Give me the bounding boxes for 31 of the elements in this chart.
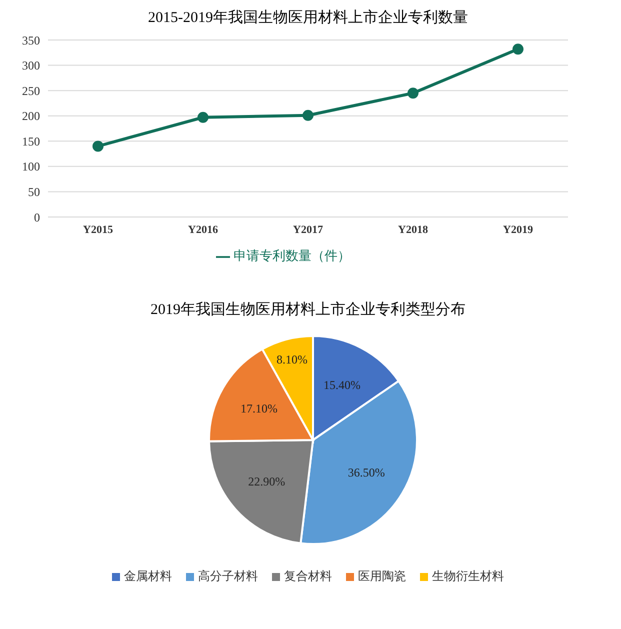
point [198,112,208,123]
x-tick-label: Y2019 [503,224,534,236]
y-tick-label: 300 [22,58,40,73]
legend-label: 复合材料 [283,568,332,585]
x-tick-label: Y2015 [83,224,114,236]
point [302,110,314,121]
x-tick-label: Y2016 [188,224,218,236]
x-tick-label: Y2017 [293,224,324,236]
x-tick-label: Y2018 [398,224,428,236]
point [92,140,104,152]
y-tick-label: 200 [22,109,40,124]
data-label: 36.50% [348,465,385,480]
y-tick-label: 250 [22,84,40,98]
data-label: 22.90% [248,474,286,489]
data-label: 15.40% [324,378,361,392]
legend-label: 医用陶瓷 [357,568,406,585]
data-label: 8.10% [276,352,308,366]
legend-label: 高分子材料 [197,568,258,585]
y-tick-label: 50 [28,184,40,199]
y-tick-label: 0 [34,210,40,224]
point [512,44,524,55]
legend-label: 申请专利数量（件） [234,248,350,263]
y-tick-label: 100 [22,160,40,174]
chart-title: 2019年我国生物医用材料上市企业专利类型分布 [150,300,466,320]
legend-label: 金属材料 [123,568,172,585]
legend-label: 生物衍生材料 [431,568,504,585]
y-tick-label: 150 [22,134,40,148]
chart-title: 2015-2019年我国生物医用材料上市企业专利数量 [147,8,469,28]
data-label: 17.10% [240,402,278,416]
point [408,88,418,99]
y-tick-label: 350 [22,33,40,48]
